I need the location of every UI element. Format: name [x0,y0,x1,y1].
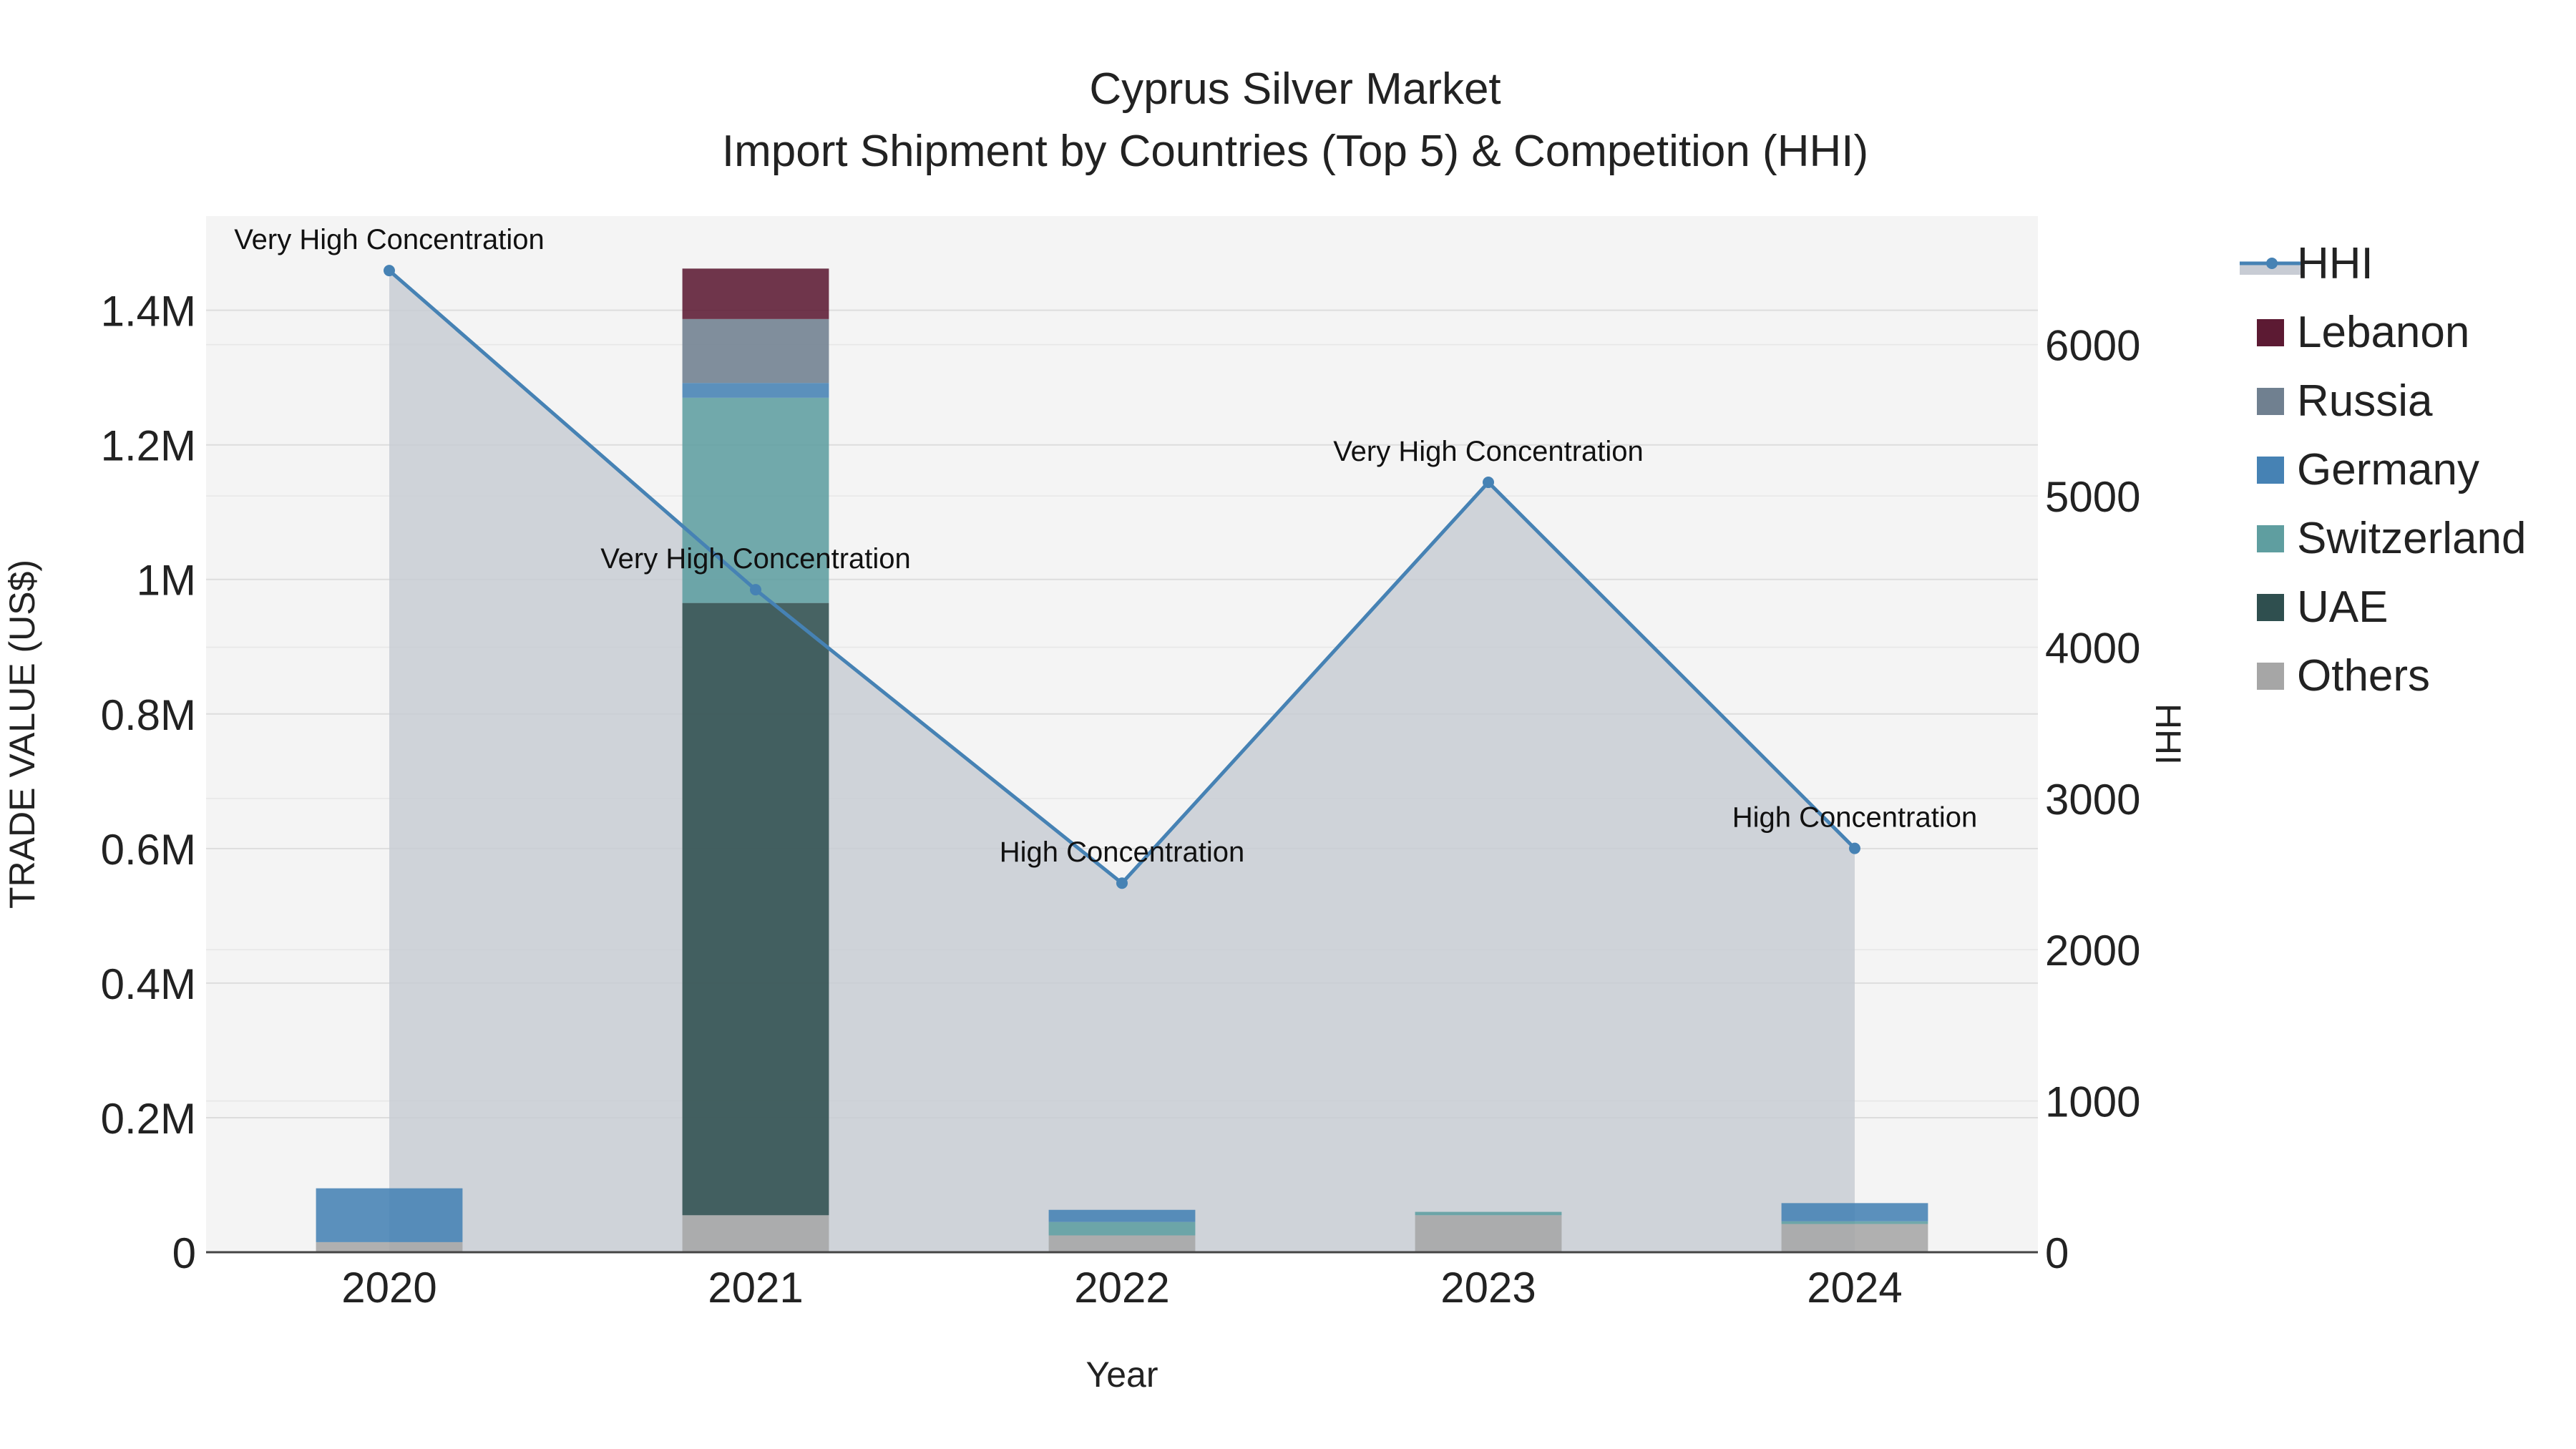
y-axis-ticks: 0 0.2M 0.4M 0.6M 0.8M 1M 1.2M 1.4M [101,288,196,1277]
legend-item-germany[interactable]: Germany [2257,445,2479,494]
bar-switzerland-2023 [1415,1211,1562,1216]
bars [316,268,1928,1252]
legend-label: Lebanon [2297,308,2469,357]
x-tick-label: 2022 [1074,1264,1169,1312]
bar-others-2024 [1781,1224,1928,1252]
hhi-point-2020 [384,265,395,277]
hhi-annotation: Very High Concentration [600,543,911,575]
legend-item-uae[interactable]: UAE [2257,582,2388,632]
legend-swatch [2257,594,2284,621]
legend-item-russia[interactable]: Russia [2257,376,2433,426]
bar-lebanon-2021 [682,268,829,319]
y2-axis-ticks: 0 1000 2000 3000 4000 5000 6000 [2045,322,2140,1277]
y-tick-label: 0.8M [101,691,196,739]
y-tick-label: 0.2M [101,1095,196,1143]
bar-germany-2020 [316,1188,463,1242]
legend-item-lebanon[interactable]: Lebanon [2257,308,2469,357]
y2-tick-label: 4000 [2045,624,2140,672]
x-tick-label: 2024 [1807,1264,1902,1312]
y-tick-label: 0.4M [101,960,196,1008]
legend-label: HHI [2297,239,2373,288]
legend-label: UAE [2297,582,2388,632]
x-axis-label: Year [1085,1355,1158,1395]
x-tick-label: 2021 [708,1264,803,1312]
legend-label: Others [2297,651,2430,701]
chart-subtitle: Import Shipment by Countries (Top 5) & C… [722,127,1868,176]
hhi-annotation: High Concentration [1000,836,1244,868]
y2-tick-label: 5000 [2045,473,2140,521]
legend-item-others[interactable]: Others [2257,651,2430,701]
legend-label: Germany [2297,445,2479,494]
y-tick-label: 1.4M [101,288,196,336]
legend-label: Switzerland [2297,514,2526,563]
y-tick-label: 0 [172,1229,196,1277]
bar-switzerland-2021 [682,397,829,603]
bar-uae-2021 [682,602,829,1216]
bar-others-2021 [682,1215,829,1252]
y2-tick-label: 2000 [2045,927,2140,975]
legend-item-hhi[interactable]: HHI [2240,239,2373,288]
legend-label: Russia [2297,376,2433,426]
y2-tick-label: 1000 [2045,1078,2140,1126]
hhi-point-2021 [750,584,761,596]
hhi-line-group: Very High Concentration Very High Concent… [234,224,1977,889]
y-tick-label: 0.6M [101,826,196,874]
bar-russia-2021 [682,318,829,384]
legend-swatch [2257,663,2284,690]
x-axis-ticks: 2020 2021 2022 2023 2024 [341,1264,1902,1312]
x-tick-label: 2023 [1440,1264,1536,1312]
legend-swatch [2257,525,2284,552]
y-tick-label: 1.2M [101,422,196,470]
y-tick-label: 1M [137,557,196,605]
bar-germany-2022 [1048,1209,1196,1222]
hhi-annotation: High Concentration [1732,802,1977,834]
hhi-annotation: Very High Concentration [1333,436,1644,467]
bar-others-2020 [316,1241,463,1252]
y2-axis-label: HHI [2148,703,2188,765]
bar-others-2023 [1415,1215,1562,1252]
legend: HHI Lebanon Russia Germany Switzerland UAE Oth… [2240,239,2526,701]
bar-germany-2024 [1781,1203,1928,1221]
bar-switzerland-2024 [1781,1221,1928,1224]
hhi-point-2024 [1849,842,1860,854]
legend-swatch [2257,388,2284,415]
bar-others-2022 [1048,1235,1196,1252]
x-tick-label: 2020 [341,1264,436,1312]
bar-germany-2021 [682,383,829,398]
chart-title: Cyprus Silver Market [1089,64,1501,114]
legend-item-switzerland[interactable]: Switzerland [2257,514,2526,563]
legend-swatch [2257,457,2284,484]
legend-swatch [2257,319,2284,346]
bar-switzerland-2022 [1048,1221,1196,1236]
legend-swatch-marker [2266,258,2278,269]
y-axis-label: TRADE VALUE (US$) [2,560,42,909]
y2-tick-label: 6000 [2045,322,2140,370]
hhi-point-2023 [1483,477,1494,489]
hhi-annotation: Very High Concentration [234,224,545,255]
y2-tick-label: 0 [2045,1229,2069,1277]
hhi-point-2022 [1116,877,1128,889]
y2-tick-label: 3000 [2045,776,2140,824]
